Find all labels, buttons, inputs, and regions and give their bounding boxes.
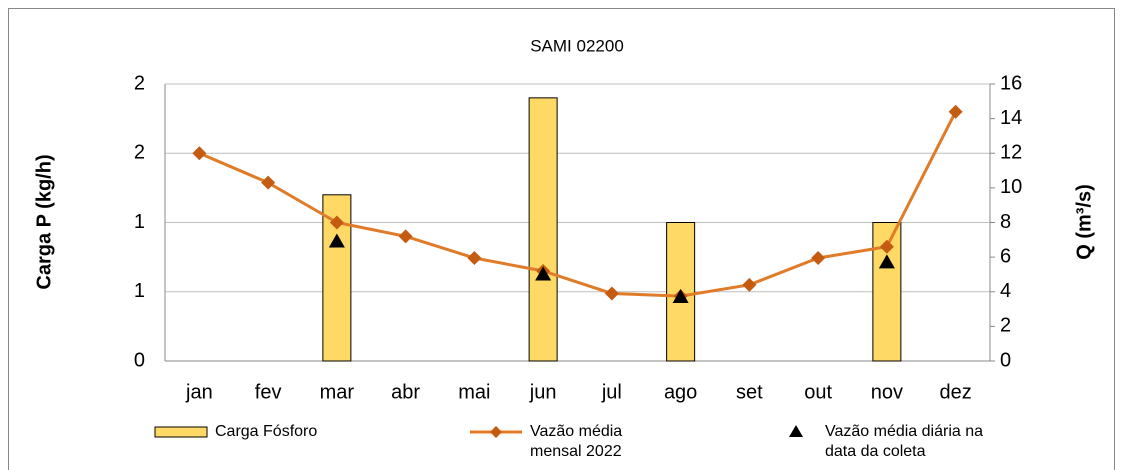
legend-label: Vazão média mensal 2022 [530, 423, 623, 460]
x-tick-label: jul [601, 381, 622, 403]
triangle-marker [328, 233, 345, 248]
x-tick-label: mar [320, 381, 355, 403]
line-marker [604, 286, 619, 301]
x-tick-label: jan [185, 381, 213, 403]
y-tick-label: 2 [134, 142, 145, 164]
line-marker [261, 175, 276, 190]
x-tick-label: dez [940, 381, 972, 403]
y-tick-label: 1 [134, 280, 145, 302]
line-marker [329, 215, 344, 230]
x-tick-label: nov [871, 381, 903, 403]
line-marker [811, 250, 826, 265]
line-marker [948, 104, 963, 119]
y2-axis-label: Q (m³/s) [1073, 184, 1095, 260]
x-tick-label: set [736, 381, 763, 403]
line-marker [398, 229, 413, 244]
line [198, 111, 957, 298]
legend-swatch [789, 425, 803, 437]
triangle-marker [535, 266, 552, 281]
legend-label: Vazão média diária na data da coleta [825, 423, 984, 460]
x-tick-label: jun [529, 381, 557, 403]
y2-tick-label: 6 [1000, 245, 1011, 267]
x-tick-label: mai [458, 381, 490, 403]
x-tick-label: out [804, 381, 832, 403]
chart-border [8, 8, 1115, 470]
y2-tick-label: 4 [1000, 280, 1011, 302]
line-marker [467, 250, 482, 265]
triangle-marker [878, 254, 895, 269]
x-tick-label: ago [664, 381, 697, 403]
legend-swatch [154, 426, 208, 438]
legend-label: Carga Fósforo [215, 423, 318, 440]
y-tick-label: 0 [134, 349, 145, 371]
y-axis-label: Carga P (kg/h) [33, 154, 55, 289]
y2-tick-label: 0 [1000, 349, 1011, 371]
bar [528, 97, 558, 362]
x-tick-label: abr [391, 381, 420, 403]
triangle-marker [672, 288, 689, 303]
bar [322, 194, 352, 362]
y2-tick-label: 8 [1000, 211, 1011, 233]
y-tick-label: 2 [134, 72, 145, 94]
line-marker [192, 146, 207, 161]
y2-tick-label: 12 [1000, 142, 1022, 164]
chart-title: SAMI 02200 [530, 36, 624, 55]
line-marker [879, 239, 894, 254]
y2-tick-label: 10 [1000, 176, 1022, 198]
y2-tick-label: 16 [1000, 72, 1022, 94]
y2-tick-label: 2 [1000, 315, 1011, 337]
y2-tick-label: 14 [1000, 107, 1022, 129]
line-marker [742, 277, 757, 292]
x-tick-label: fev [255, 381, 282, 403]
legend-swatch [490, 426, 502, 438]
y-tick-label: 1 [134, 211, 145, 233]
